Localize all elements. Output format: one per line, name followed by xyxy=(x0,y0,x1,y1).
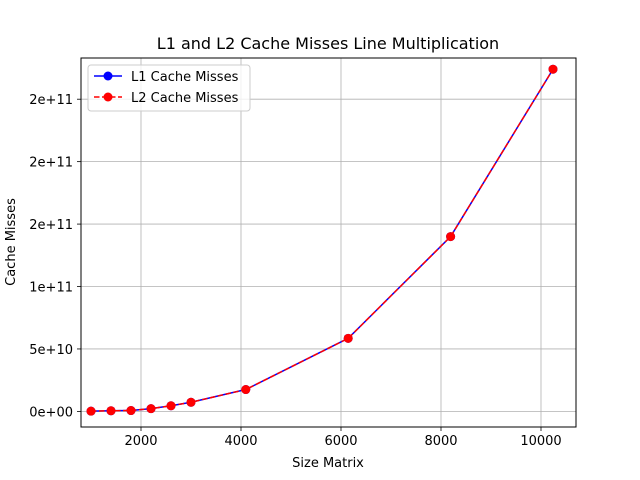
y-tick-label: 2e+11 xyxy=(29,218,73,233)
l2-cache-misses-point xyxy=(343,333,353,343)
plot-frame xyxy=(80,57,577,428)
legend: L1 Cache Misses L2 Cache Misses xyxy=(87,64,251,112)
plot-series xyxy=(86,64,558,416)
y-axis-label: Cache Misses xyxy=(4,198,19,286)
axis-ticks: 2000 4000 6000 8000 10000 0e+00 5e+10 1e+11 2e+1… xyxy=(29,93,561,449)
x-tick-label: 2000 xyxy=(124,434,157,449)
l2-cache-misses-point xyxy=(126,406,136,416)
legend-l1-marker xyxy=(103,71,113,81)
y-tick-label: 2e+11 xyxy=(29,93,73,108)
legend-l2-label: L2 Cache Misses xyxy=(131,91,239,106)
x-tick-label: 6000 xyxy=(324,434,357,449)
l2-cache-misses-point xyxy=(186,397,196,407)
y-tick-label: 1e+11 xyxy=(29,281,73,296)
l2-cache-misses-point xyxy=(86,406,96,416)
x-tick-label: 10000 xyxy=(520,434,561,449)
l2-cache-misses-point xyxy=(446,232,456,242)
l2-cache-misses-point xyxy=(548,64,558,74)
l2-cache-misses-point xyxy=(106,406,116,416)
grid xyxy=(81,58,576,427)
x-tick-label: 8000 xyxy=(424,434,457,449)
y-tick-label: 0e+00 xyxy=(29,405,73,420)
legend-l1-label: L1 Cache Misses xyxy=(131,70,239,85)
x-tick-label: 4000 xyxy=(224,434,257,449)
l2-cache-misses-point xyxy=(146,404,156,414)
legend-frame xyxy=(87,64,251,112)
y-tick-label: 2e+11 xyxy=(29,156,73,171)
l2-cache-misses-point xyxy=(166,401,176,411)
l2-cache-misses-point xyxy=(241,385,251,395)
legend-l2-marker xyxy=(103,92,113,102)
l2-cache-misses-line xyxy=(90,68,554,412)
chart-title: L1 and L2 Cache Misses Line Multiplicati… xyxy=(157,34,499,53)
x-axis-label: Size Matrix xyxy=(292,456,364,471)
y-tick-label: 5e+10 xyxy=(29,343,73,358)
